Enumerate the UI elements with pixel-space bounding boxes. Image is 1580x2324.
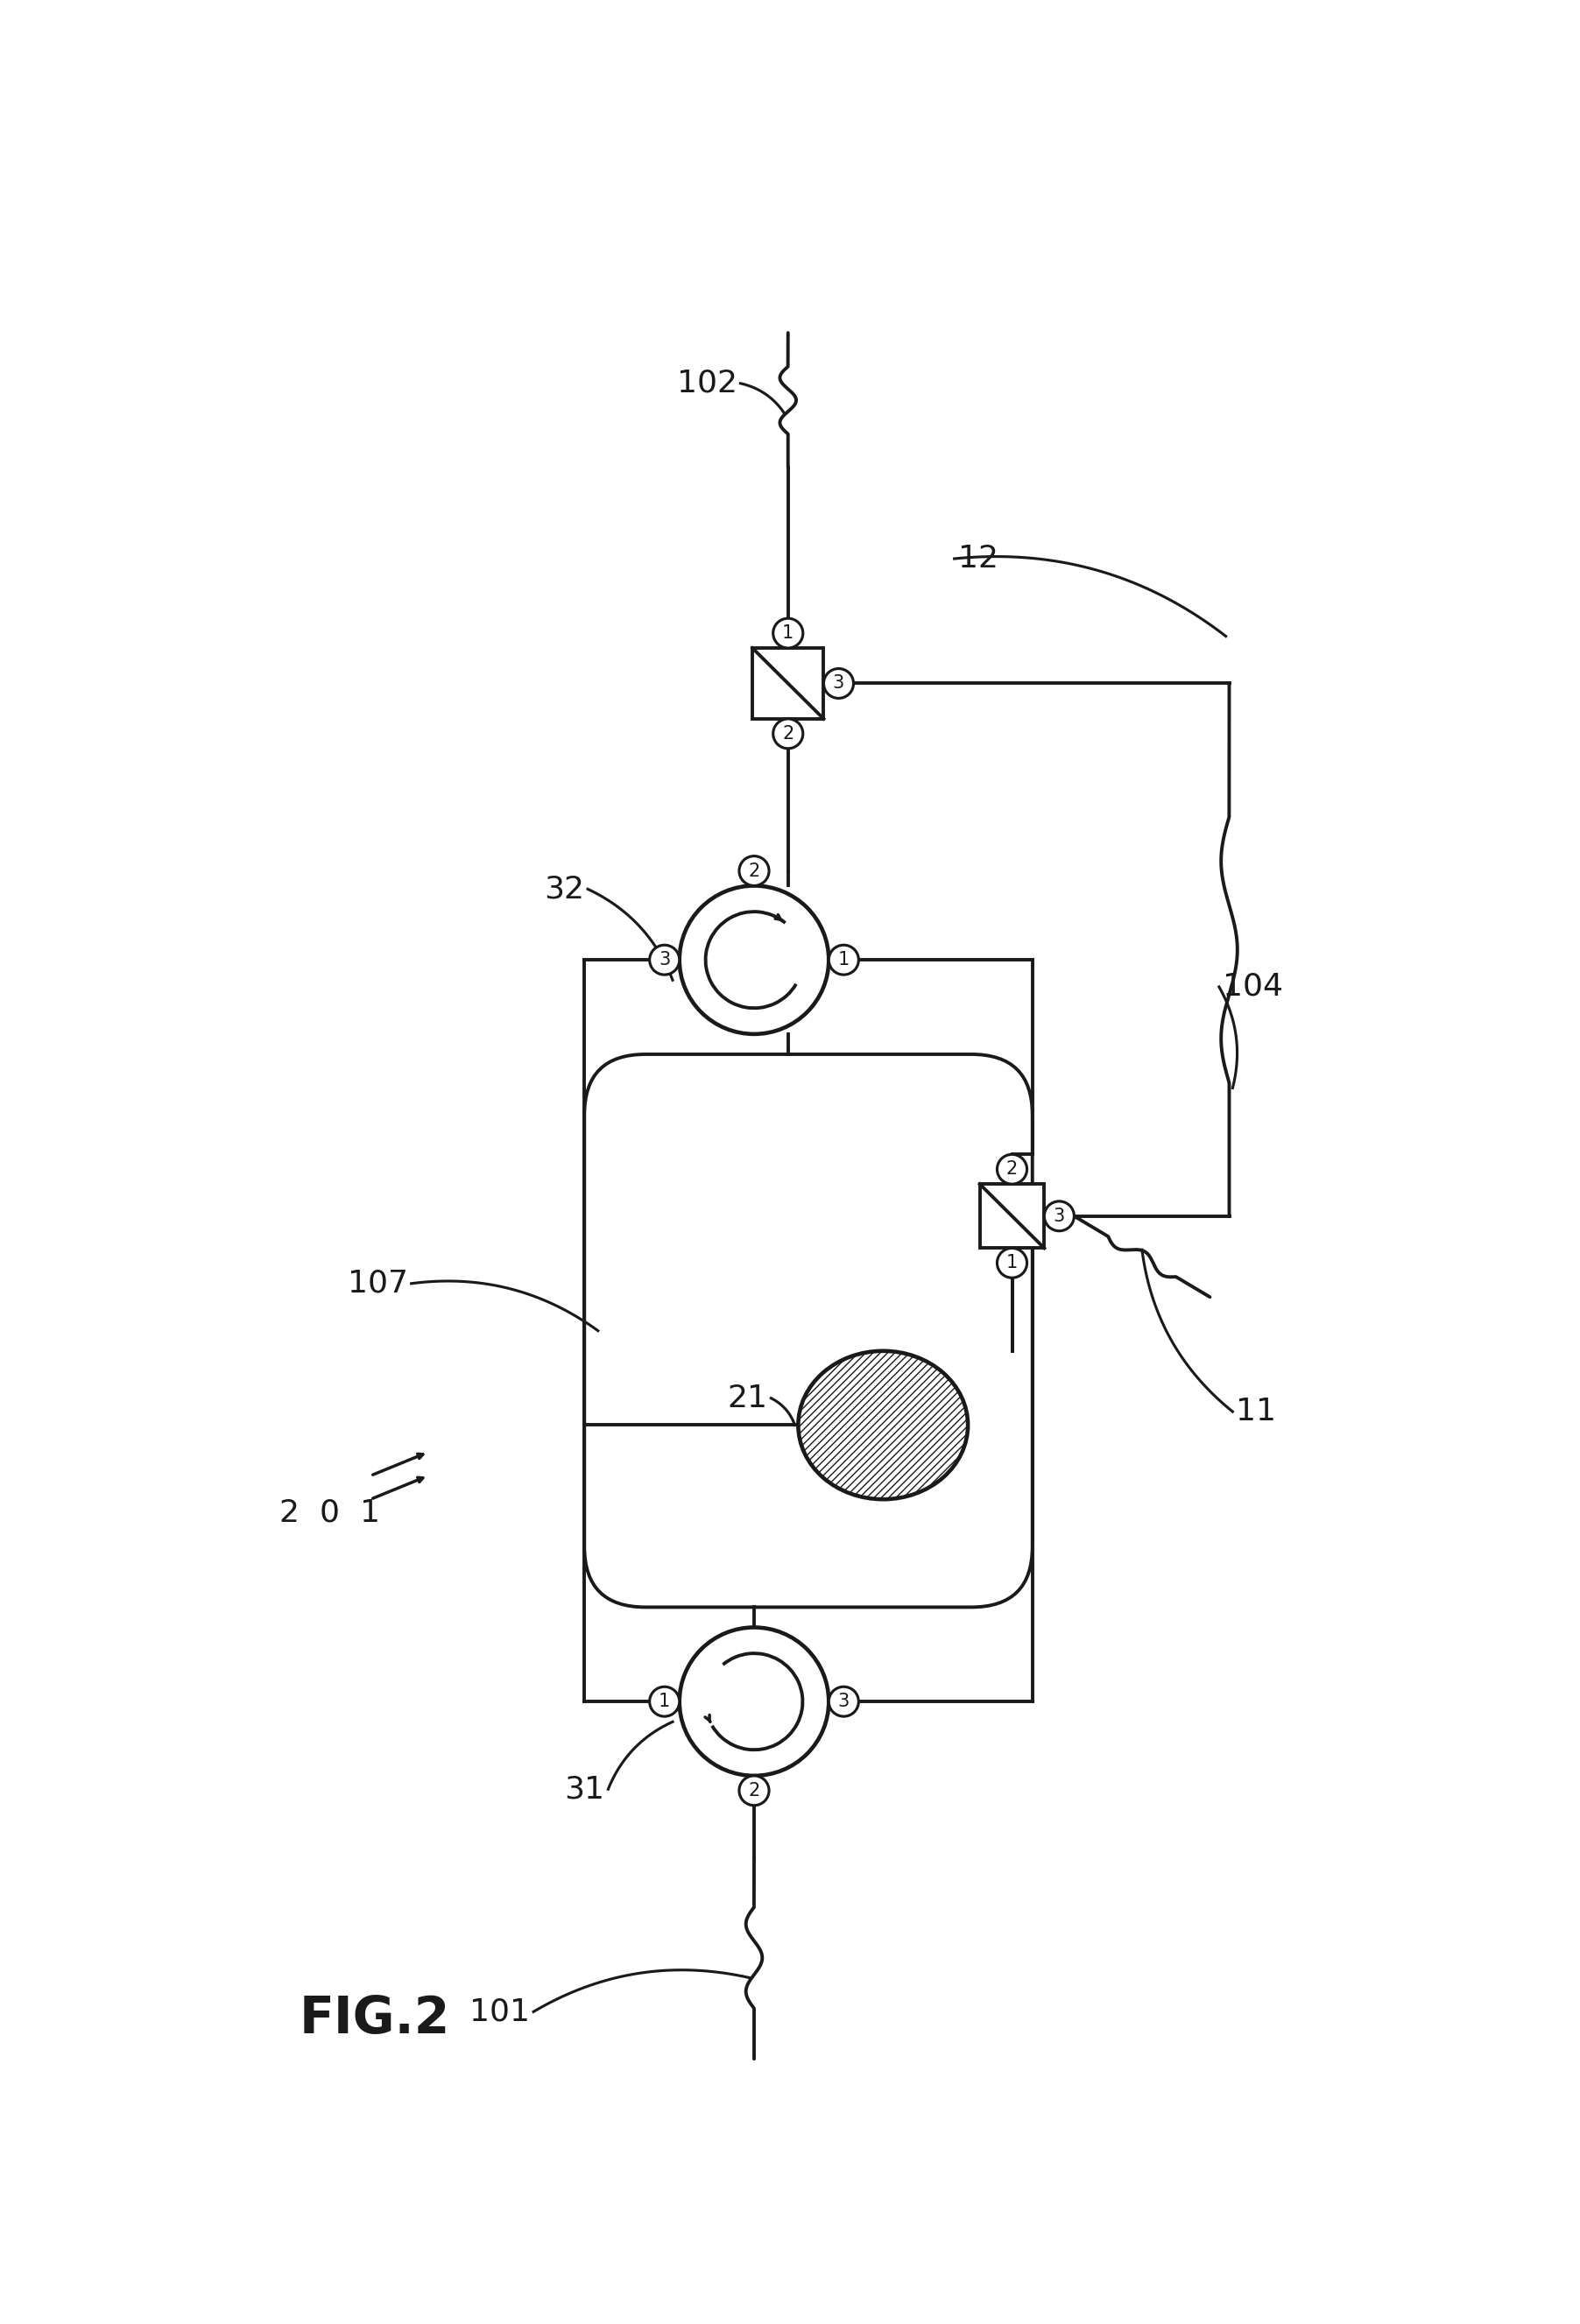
Text: 101: 101 (469, 1996, 531, 2027)
Text: 3: 3 (833, 674, 844, 693)
Polygon shape (980, 1183, 1044, 1248)
Text: 3: 3 (837, 1692, 850, 1710)
Text: 2: 2 (1006, 1160, 1018, 1178)
Circle shape (1044, 1202, 1074, 1232)
Text: 107: 107 (348, 1269, 408, 1299)
Text: 2  0  1: 2 0 1 (280, 1499, 381, 1527)
Ellipse shape (798, 1350, 969, 1499)
Circle shape (830, 946, 858, 974)
Circle shape (649, 1687, 679, 1717)
Circle shape (830, 1687, 858, 1717)
Polygon shape (752, 648, 823, 718)
Text: 2: 2 (749, 1783, 760, 1799)
Text: 11: 11 (1236, 1397, 1277, 1427)
Circle shape (739, 855, 769, 885)
Text: 3: 3 (1054, 1208, 1065, 1225)
Circle shape (679, 1627, 830, 1776)
Circle shape (997, 1248, 1027, 1278)
Text: 2: 2 (749, 862, 760, 881)
Text: 1: 1 (837, 951, 850, 969)
Circle shape (649, 946, 679, 974)
Text: 3: 3 (659, 951, 670, 969)
Text: 104: 104 (1223, 971, 1283, 1002)
Text: 12: 12 (957, 544, 999, 574)
Text: 2: 2 (782, 725, 793, 741)
Text: FIG.2: FIG.2 (299, 1994, 450, 2043)
Circle shape (739, 1776, 769, 1806)
Text: 102: 102 (676, 370, 738, 397)
Text: 32: 32 (544, 874, 585, 904)
Text: 1: 1 (782, 625, 793, 641)
Circle shape (823, 669, 853, 697)
Text: 21: 21 (727, 1383, 768, 1413)
Circle shape (997, 1155, 1027, 1183)
Text: 31: 31 (564, 1773, 605, 1803)
Circle shape (773, 618, 803, 648)
Text: 1: 1 (659, 1692, 670, 1710)
Circle shape (679, 885, 830, 1034)
Circle shape (773, 718, 803, 748)
Text: 1: 1 (1006, 1255, 1018, 1271)
